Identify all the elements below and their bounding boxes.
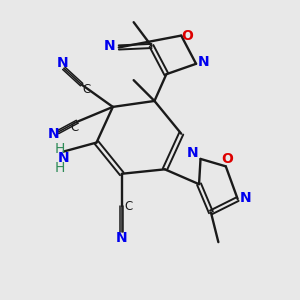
Text: N: N [58, 151, 70, 165]
Text: N: N [104, 39, 116, 53]
Text: N: N [56, 56, 68, 70]
Text: C: C [124, 200, 132, 213]
Text: O: O [181, 28, 193, 43]
Text: C: C [83, 82, 91, 96]
Text: N: N [186, 146, 198, 160]
Text: H: H [54, 142, 64, 155]
Text: N: N [198, 55, 209, 69]
Text: O: O [221, 152, 233, 166]
Text: C: C [71, 121, 79, 134]
Text: N: N [240, 190, 252, 205]
Text: N: N [116, 231, 128, 245]
Text: H: H [54, 161, 64, 175]
Text: N: N [48, 127, 59, 141]
